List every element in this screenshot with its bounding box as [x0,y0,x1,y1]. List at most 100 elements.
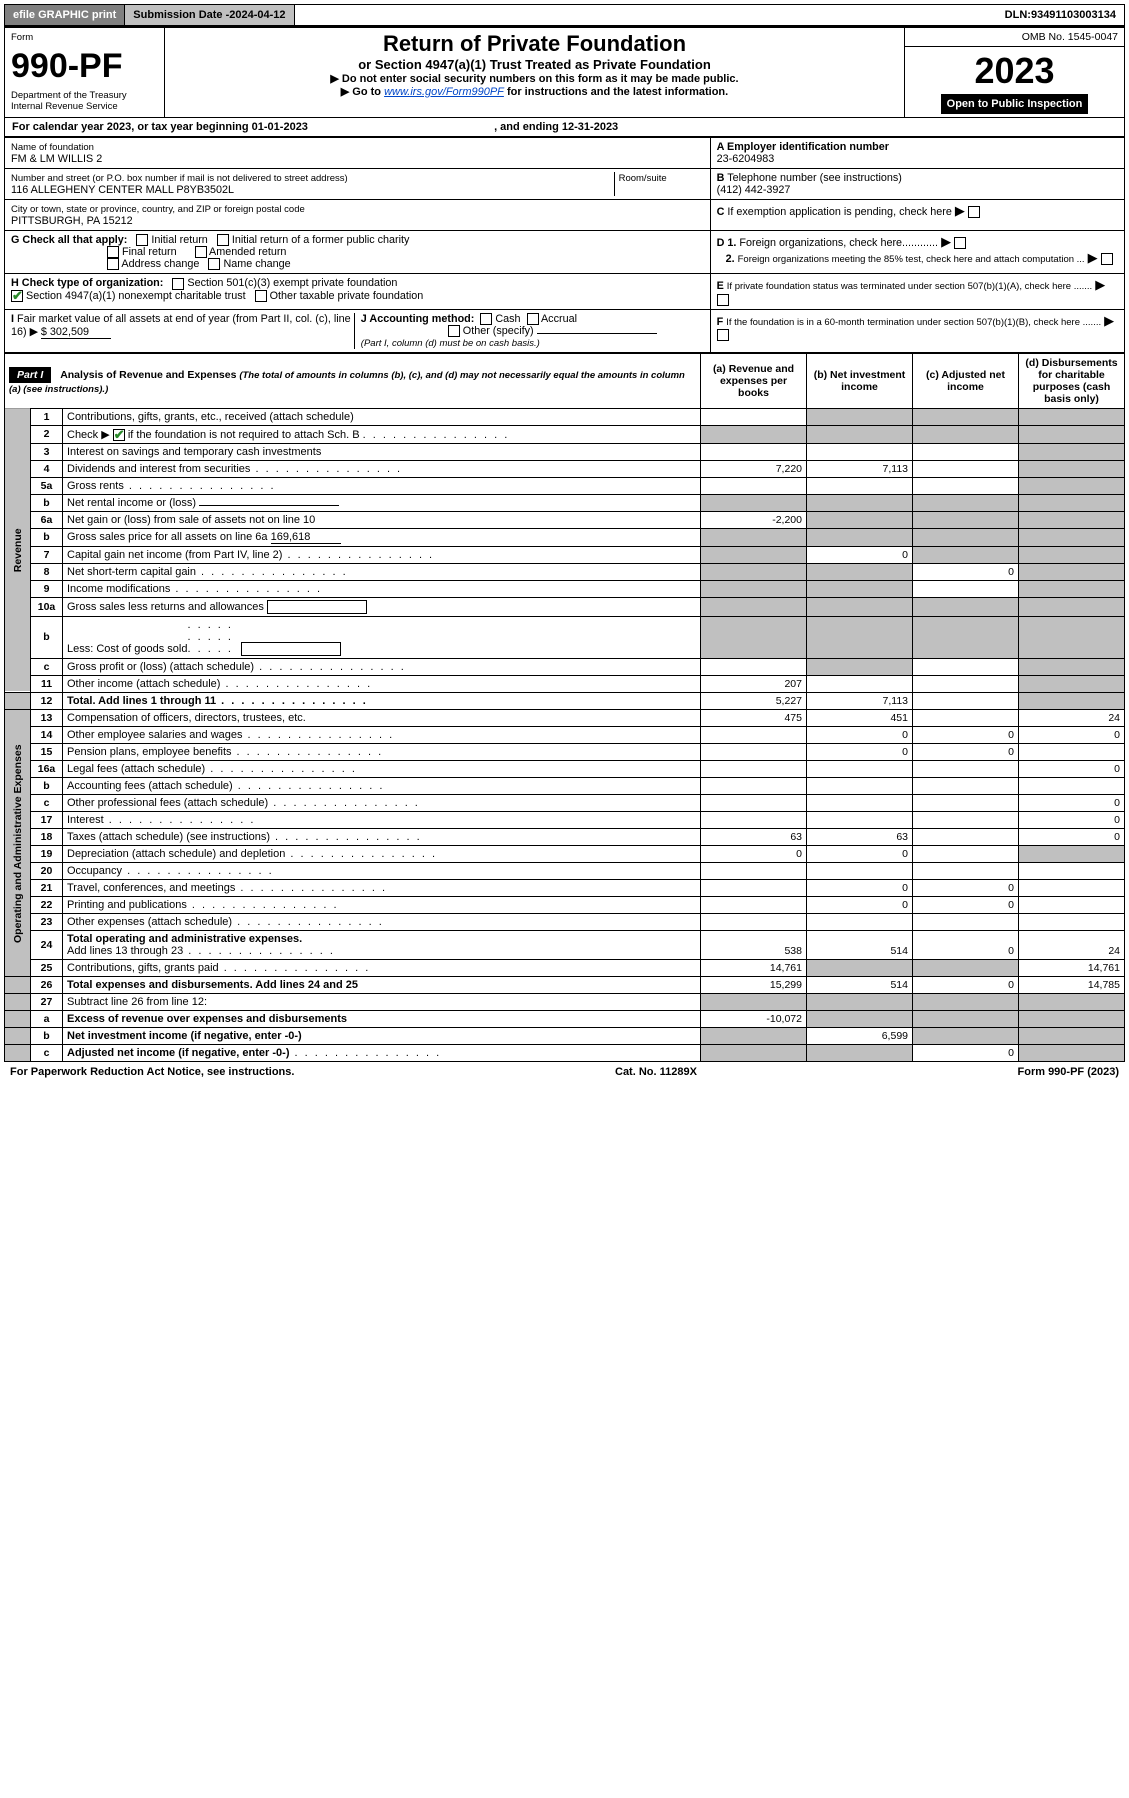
city-cell: City or town, state or province, country… [5,200,711,231]
col-d-header: (d) Disbursements for charitable purpose… [1019,353,1125,408]
dept-line2: Internal Revenue Service [11,101,158,112]
year-cell: 2023 Open to Public Inspection [905,47,1125,118]
r26-d: 14,785 [1019,977,1125,994]
form-note2: ▶ Go to www.irs.gov/Form990PF for instru… [171,85,898,98]
dln-box: DLN: 93491103003134 [997,5,1124,25]
r2-d: Check ▶ [67,429,110,441]
C-checkbox[interactable] [968,206,980,218]
r25-d: 14,761 [1019,960,1125,977]
cal-end: 12-31-2023 [562,121,618,133]
G-cell: G Check all that apply: Initial return I… [5,231,711,274]
form-label: Form [11,32,33,43]
G-label: G Check all that apply: [11,234,127,246]
r14-b: 0 [807,727,913,744]
r26-c: 0 [913,977,1019,994]
top-strip: efile GRAPHIC print Submission Date - 20… [4,4,1125,27]
H-4947-checkbox[interactable] [11,290,23,302]
header-table: Form 990-PF Department of the Treasury I… [4,27,1125,118]
note2-suffix: for instructions and the latest informat… [507,86,728,98]
E-cell: E If private foundation status was termi… [710,274,1124,309]
r21-desc: Travel, conferences, and meetings [63,880,701,897]
r10c-num: c [31,659,63,676]
r19-desc: Depreciation (attach schedule) and deple… [63,846,701,863]
G-name-checkbox[interactable] [208,258,220,270]
H-o2: Section 4947(a)(1) nonexempt charitable … [26,290,246,302]
J-o3: Other (specify) [463,325,534,337]
G-initial-checkbox[interactable] [136,234,148,246]
revenue-section-label: Revenue [5,408,31,692]
G-final-checkbox[interactable] [107,246,119,258]
J-cash-checkbox[interactable] [480,313,492,325]
r7-b: 0 [807,546,913,563]
E-text: If private foundation status was termina… [727,281,1092,292]
r27a-a: -10,072 [701,1011,807,1028]
C-cell: C If exemption application is pending, c… [710,200,1124,231]
cal-text: For calendar year 2023, or tax year begi… [12,121,252,133]
E-checkbox[interactable] [717,294,729,306]
r19-num: 19 [31,846,63,863]
footer-right: Form 990-PF (2023) [1018,1066,1120,1078]
footer-left: For Paperwork Reduction Act Notice, see … [10,1066,294,1078]
r2-desc: Check ▶ if the foundation is not require… [63,425,701,443]
F-checkbox[interactable] [717,329,729,341]
D1-checkbox[interactable] [954,237,966,249]
r22-b: 0 [807,897,913,914]
r16c-num: c [31,795,63,812]
D-cell: D 1. Foreign organizations, check here..… [710,231,1124,274]
r27a-num: a [31,1011,63,1028]
r10c-desc: Gross profit or (loss) (attach schedule) [63,659,701,676]
submission-date-box: Submission Date - 2024-04-12 [125,5,294,25]
r2-checkbox[interactable] [113,429,125,441]
form990pf-link[interactable]: www.irs.gov/Form990PF [384,86,504,98]
tax-year: 2023 [911,50,1118,92]
r24-b: 514 [807,931,913,960]
H-o1: Section 501(c)(3) exempt private foundat… [187,277,397,289]
r27-desc: Subtract line 26 from line 12: [63,994,701,1011]
r15-b: 0 [807,744,913,761]
G-o6: Name change [223,258,290,270]
r10b-desc: Less: Cost of goods sold [63,616,701,658]
cal-begin: 01-01-2023 [252,121,308,133]
H-other-checkbox[interactable] [255,290,267,302]
city-value: PITTSBURGH, PA 15212 [11,215,133,227]
expenses-section-label: Operating and Administrative Expenses [5,710,31,977]
ein-value: 23-6204983 [717,153,775,165]
r24-a: 538 [701,931,807,960]
r10a-desc: Gross sales less returns and allowances [63,597,701,616]
form-id-cell: Form 990-PF Department of the Treasury I… [5,28,165,118]
r13-desc: Compensation of officers, directors, tru… [63,710,701,727]
form-title: Return of Private Foundation [171,31,898,57]
G-amended-checkbox[interactable] [195,246,207,258]
IJ-cell: I Fair market value of all assets at end… [5,309,711,352]
city-label: City or town, state or province, country… [11,204,305,215]
r25-a: 14,761 [701,960,807,977]
phone-value: (412) 442-3927 [717,184,791,196]
omb-cell: OMB No. 1545-0047 [905,28,1125,47]
H-501c3-checkbox[interactable] [172,278,184,290]
J-other-checkbox[interactable] [448,325,460,337]
name-label: Name of foundation [11,142,94,153]
phone-label-B: B [717,172,725,184]
note2-prefix: ▶ Go to [341,86,384,98]
J-accrual-checkbox[interactable] [527,313,539,325]
r6b-desc: Gross sales price for all assets on line… [63,528,701,546]
r15-desc: Pension plans, employee benefits [63,744,701,761]
D1-label: D 1. [717,237,737,249]
r18-b: 63 [807,829,913,846]
D2-checkbox[interactable] [1101,253,1113,265]
addr-label: Number and street (or P.O. box number if… [11,173,348,184]
G-address-checkbox[interactable] [107,258,119,270]
D2-text: Foreign organizations meeting the 85% te… [738,254,1085,265]
D1-text: Foreign organizations, check here.......… [739,237,938,249]
G-initial-former-checkbox[interactable] [217,234,229,246]
r4-num: 4 [31,460,63,477]
calendar-year-line: For calendar year 2023, or tax year begi… [4,118,1125,137]
J-o1: Cash [495,313,520,325]
foundation-name: FM & LM WILLIS 2 [11,153,102,165]
r14-d: 0 [1019,727,1125,744]
r5b-num: b [31,494,63,511]
r19-b: 0 [807,846,913,863]
form-note1: ▶ Do not enter social security numbers o… [171,72,898,85]
r6b-num: b [31,528,63,546]
efile-print-btn[interactable]: efile GRAPHIC print [5,5,125,25]
